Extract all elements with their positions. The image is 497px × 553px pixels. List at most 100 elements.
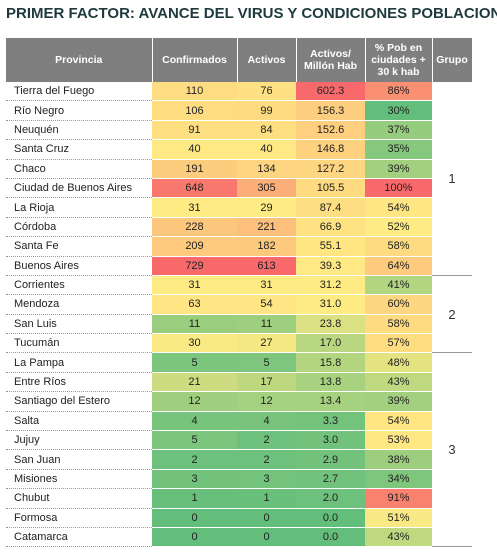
value-cell: 2.0 [296,488,365,509]
column-header: Activos/ Millón Hab [296,38,366,82]
table-row: Entre Ríos 21 17 13.8 43% [6,372,472,393]
column-header: Provincia [6,38,153,82]
value-cell: 76 [237,82,296,102]
province-cell: La Pampa [6,352,152,373]
value-cell: 305 [237,178,296,199]
value-cell: 156.3 [296,100,365,121]
value-cell: 2.9 [296,449,365,470]
province-cell: Chubut [6,488,152,509]
table-row: Tucumán 30 27 17.0 57% [6,333,472,354]
table-row: Chubut 1 1 2.0 91% [6,488,472,509]
province-cell: Santiago del Estero [6,391,152,412]
province-cell: Jujuy [6,430,152,451]
value-cell: 60% [365,294,432,315]
value-cell: 31 [152,275,237,296]
value-cell: 3 [152,469,237,490]
value-cell: 84 [237,120,296,141]
table-row: La Pampa 5 5 15.8 48% 3 [6,352,472,548]
value-cell: 3 [237,469,296,490]
value-cell: 27 [237,333,296,354]
table-row: Neuquén 91 84 152.6 37% [6,120,472,141]
province-cell: Misiones [6,469,152,490]
value-cell: 99 [237,100,296,121]
value-cell: 2 [237,430,296,451]
province-cell: San Juan [6,449,152,470]
value-cell: 48% [365,352,432,373]
value-cell: 86% [365,82,432,102]
table-row: Formosa 0 0 0.0 51% [6,508,472,528]
value-cell: 30 [152,333,237,354]
value-cell: 31.0 [296,294,365,315]
province-cell: Buenos Aires [6,256,152,276]
value-cell: 191 [152,159,237,179]
value-cell: 53% [365,430,432,451]
value-cell: 2 [152,449,237,470]
value-cell: 2 [237,449,296,470]
value-cell: 12 [237,391,296,412]
value-cell: 11 [152,314,237,335]
province-cell: Chaco [6,159,152,179]
value-cell: 0.0 [296,527,365,548]
value-cell: 39% [365,159,432,179]
value-cell: 3.0 [296,430,365,451]
value-cell: 106 [152,100,237,121]
value-cell: 57% [365,333,432,354]
value-cell: 31 [237,275,296,296]
value-cell: 0 [237,527,296,548]
value-cell: 34% [365,469,432,490]
province-cell: Mendoza [6,294,152,315]
value-cell: 602.3 [296,82,365,102]
value-cell: 39% [365,391,432,412]
value-cell: 146.8 [296,139,365,160]
value-cell: 29 [237,197,296,218]
table-row: Salta 4 4 3.3 54% [6,411,472,432]
value-cell: 58% [365,236,432,257]
value-cell: 40 [237,139,296,160]
value-cell: 55.1 [296,236,365,257]
province-cell: Tierra del Fuego [6,82,152,102]
province-cell: Corrientes [6,275,152,296]
value-cell: 2.7 [296,469,365,490]
value-cell: 54% [365,411,432,432]
value-cell: 5 [237,352,296,373]
table-row: Santa Cruz 40 40 146.8 35% [6,139,472,160]
province-cell: Tucumán [6,333,152,354]
value-cell: 58% [365,314,432,335]
value-cell: 13.8 [296,372,365,393]
group-cell: 3 [432,352,472,548]
value-cell: 0.0 [296,508,365,528]
value-cell: 66.9 [296,217,365,238]
table-row: Tierra del Fuego 110 76 602.3 86% 1 [6,82,472,276]
value-cell: 5 [152,352,237,373]
value-cell: 127.2 [296,159,365,179]
value-cell: 37% [365,120,432,141]
table-row: La Rioja 31 29 87.4 54% [6,197,472,218]
table-row: Jujuy 5 2 3.0 53% [6,430,472,451]
value-cell: 15.8 [296,352,365,373]
value-cell: 35% [365,139,432,160]
value-cell: 1 [152,488,237,509]
value-cell: 182 [237,236,296,257]
value-cell: 23.8 [296,314,365,335]
province-cell: La Rioja [6,197,152,218]
table-row: Misiones 3 3 2.7 34% [6,469,472,490]
header-row: Provincia Confirmados Activos Activos/ Mill… [6,38,473,82]
value-cell: 31.2 [296,275,365,296]
value-cell: 63 [152,294,237,315]
value-cell: 51% [365,508,432,528]
province-cell: Formosa [6,508,152,528]
value-cell: 105.5 [296,178,365,199]
group-cell: 2 [432,275,472,354]
province-cell: Río Negro [6,100,152,121]
value-cell: 91% [365,488,432,509]
data-table: Provincia Confirmados Activos Activos/ Mill… [6,38,473,548]
province-cell: Santa Cruz [6,139,152,160]
value-cell: 110 [152,82,237,102]
table-row: Santiago del Estero 12 12 13.4 39% [6,391,472,412]
value-cell: 43% [365,527,432,548]
value-cell: 39.3 [296,256,365,276]
value-cell: 4 [237,411,296,432]
value-cell: 648 [152,178,237,199]
value-cell: 43% [365,372,432,393]
